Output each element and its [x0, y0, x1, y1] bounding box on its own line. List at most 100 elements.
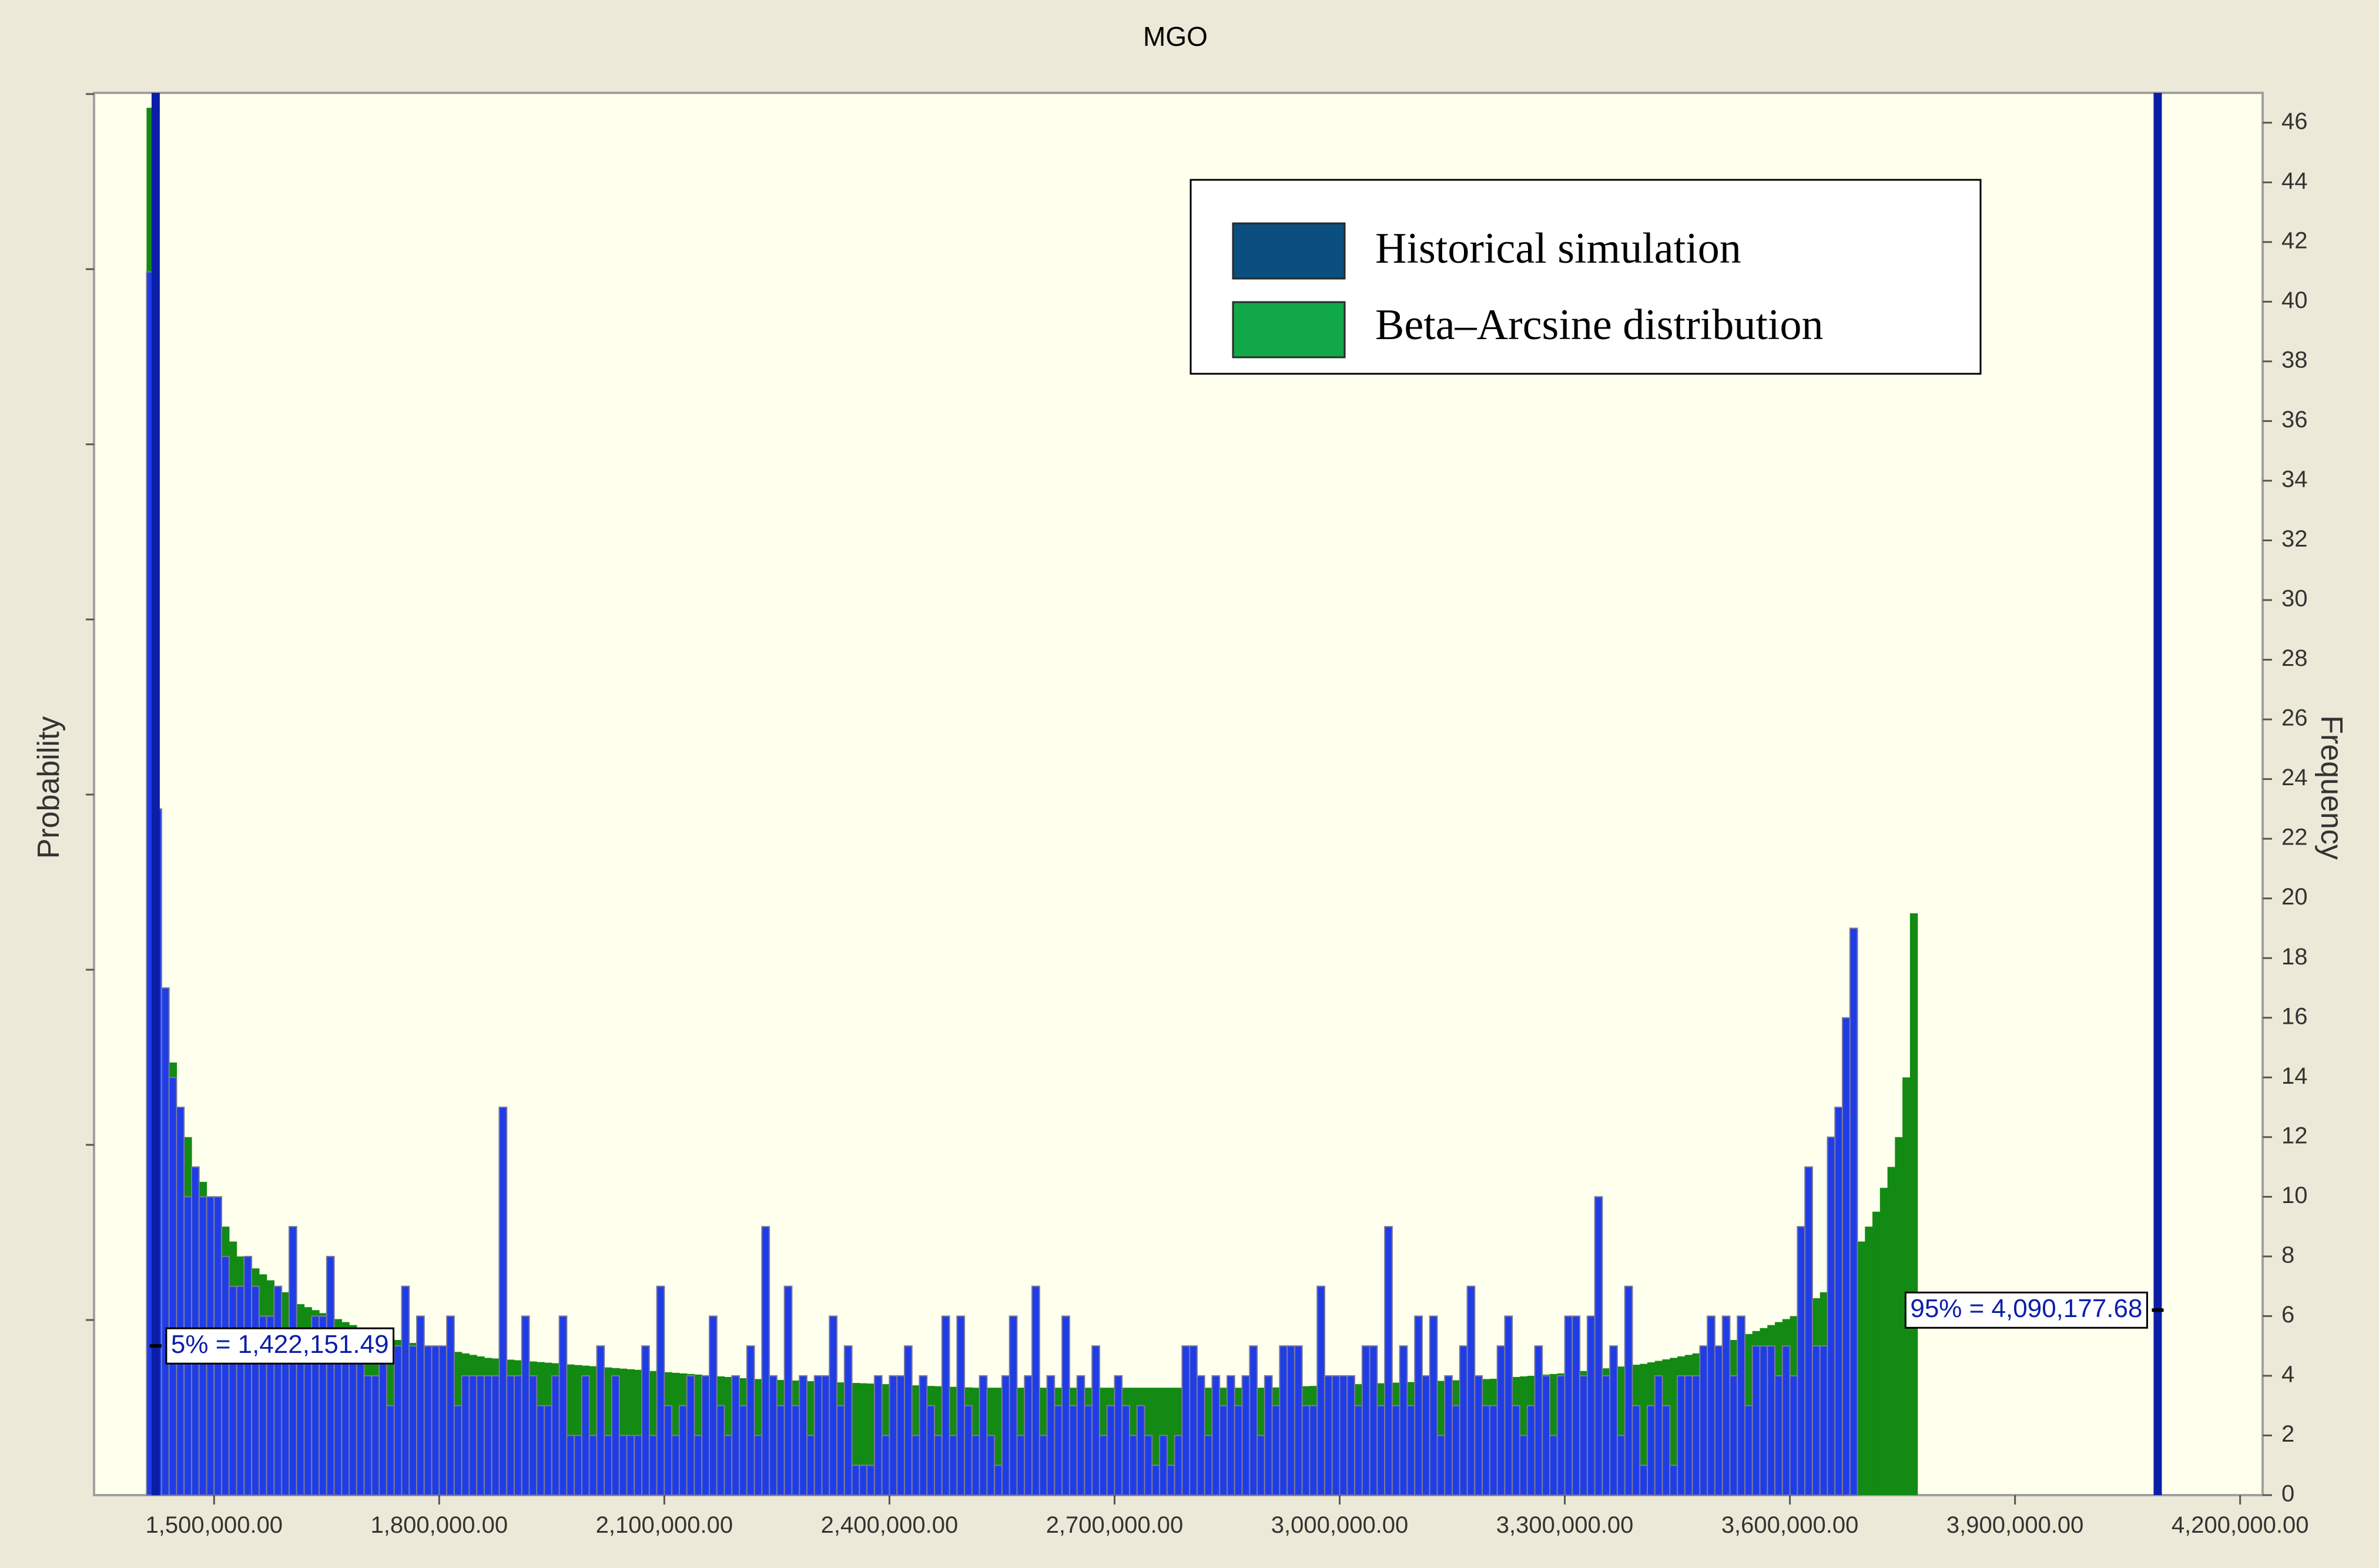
historical-bar — [979, 1375, 988, 1496]
percentile-markers: 5% = 1,422,151.49 95% = 4,090,177.68 — [149, 93, 2164, 1495]
historical-bar — [1249, 1345, 1258, 1496]
historical-bar — [843, 1345, 853, 1496]
historical-bar — [221, 1255, 230, 1496]
probability-axis-label: Probability — [32, 716, 66, 859]
historical-bar — [341, 1345, 350, 1496]
historical-bar — [986, 1435, 996, 1496]
historical-bar — [1841, 1017, 1851, 1496]
historical-bar — [1421, 1375, 1430, 1496]
beta-bar — [1909, 913, 1918, 1495]
historical-bar — [783, 1285, 793, 1496]
beta-bar — [1895, 1137, 1903, 1495]
historical-bar — [1677, 1375, 1686, 1496]
historical-bar — [243, 1255, 253, 1496]
historical-bar — [1106, 1405, 1115, 1496]
historical-bar — [236, 1285, 245, 1496]
historical-bar — [438, 1345, 448, 1496]
historical-bar — [416, 1315, 425, 1496]
x-tick-label: 2,700,000.00 — [1046, 1512, 1184, 1538]
historical-bar — [903, 1345, 913, 1496]
historical-bar — [1144, 1435, 1153, 1496]
historical-bar — [746, 1345, 755, 1496]
historical-bar — [588, 1435, 598, 1496]
frequency-tick-label: 28 — [2281, 645, 2308, 671]
historical-bar — [393, 1345, 403, 1496]
historical-bar — [491, 1375, 500, 1496]
historical-bar — [911, 1435, 920, 1496]
historical-bar — [326, 1255, 335, 1496]
historical-bar — [1512, 1405, 1520, 1496]
historical-bar — [1811, 1345, 1821, 1496]
historical-bar — [971, 1435, 980, 1496]
historical-bar — [1751, 1345, 1761, 1496]
historical-bar — [1354, 1405, 1363, 1496]
historical-bar — [1339, 1375, 1348, 1496]
historical-bar — [514, 1375, 522, 1496]
legend-swatch-beta — [1232, 301, 1346, 359]
historical-bar — [678, 1405, 688, 1496]
historical-bar — [1369, 1345, 1378, 1496]
historical-bar — [160, 987, 170, 1496]
historical-bar — [1211, 1375, 1221, 1496]
historical-bar — [1346, 1375, 1356, 1496]
historical-bar — [1226, 1375, 1235, 1496]
historical-bar — [769, 1375, 778, 1496]
percentile-label-box — [1904, 1291, 2148, 1329]
percentile-label: 95% = 4,090,177.68 — [1910, 1294, 2142, 1323]
historical-bar — [1159, 1435, 1168, 1496]
historical-bar — [1624, 1285, 1633, 1496]
historical-bar — [1279, 1345, 1288, 1496]
frequency-tick-label: 24 — [2281, 765, 2308, 790]
historical-bar — [889, 1375, 898, 1496]
frequency-tick-label: 14 — [2281, 1063, 2308, 1089]
historical-bar — [686, 1375, 695, 1496]
historical-bar — [761, 1226, 770, 1496]
x-axis: 1,500,000.00 1,800,000.00 2,100,000.00 2,40… — [146, 1495, 2308, 1538]
historical-bar — [926, 1405, 936, 1496]
historical-bar — [1271, 1405, 1281, 1496]
x-tick-label: 3,000,000.00 — [1271, 1512, 1409, 1538]
historical-bar — [1572, 1315, 1581, 1496]
percentile-label-box — [165, 1327, 395, 1365]
historical-bar — [1714, 1345, 1723, 1496]
historical-bar — [1264, 1375, 1273, 1496]
chart-title: MGO — [1143, 21, 1208, 52]
historical-bar — [378, 1345, 387, 1496]
historical-bar — [934, 1435, 943, 1496]
historical-bar — [919, 1375, 928, 1496]
historical-bar — [468, 1375, 478, 1496]
historical-bar — [1631, 1405, 1641, 1496]
x-tick-label: 2,100,000.00 — [596, 1512, 733, 1538]
historical-bar — [731, 1375, 740, 1496]
historical-bar — [1054, 1405, 1063, 1496]
historical-bar — [634, 1435, 643, 1496]
historical-bar — [1376, 1405, 1386, 1496]
historical-bar — [333, 1345, 343, 1496]
historical-bar — [656, 1285, 665, 1496]
historical-bar — [1391, 1405, 1400, 1496]
historical-bar — [544, 1405, 552, 1496]
historical-bar — [1691, 1375, 1701, 1496]
historical-bar — [296, 1345, 305, 1496]
historical-bar — [281, 1345, 290, 1496]
historical-bar — [799, 1375, 807, 1496]
historical-bar — [1661, 1405, 1671, 1496]
historical-bar — [1594, 1196, 1603, 1496]
historical-bar — [716, 1405, 725, 1496]
historical-bar — [1579, 1375, 1588, 1496]
historical-bar — [1286, 1345, 1295, 1496]
legend-swatch-historical — [1232, 222, 1346, 280]
historical-bar — [1699, 1345, 1708, 1496]
historical-bar — [1466, 1285, 1476, 1496]
historical-bar — [1459, 1345, 1468, 1496]
beta-bar — [1872, 1211, 1881, 1495]
historical-bar — [1098, 1435, 1108, 1496]
historical-bar — [1024, 1375, 1033, 1496]
historical-bar — [881, 1435, 890, 1496]
historical-bar — [1436, 1435, 1446, 1496]
historical-bar — [866, 1465, 875, 1496]
historical-bar — [873, 1375, 883, 1496]
historical-bar — [1444, 1375, 1453, 1496]
historical-bar — [228, 1285, 237, 1496]
